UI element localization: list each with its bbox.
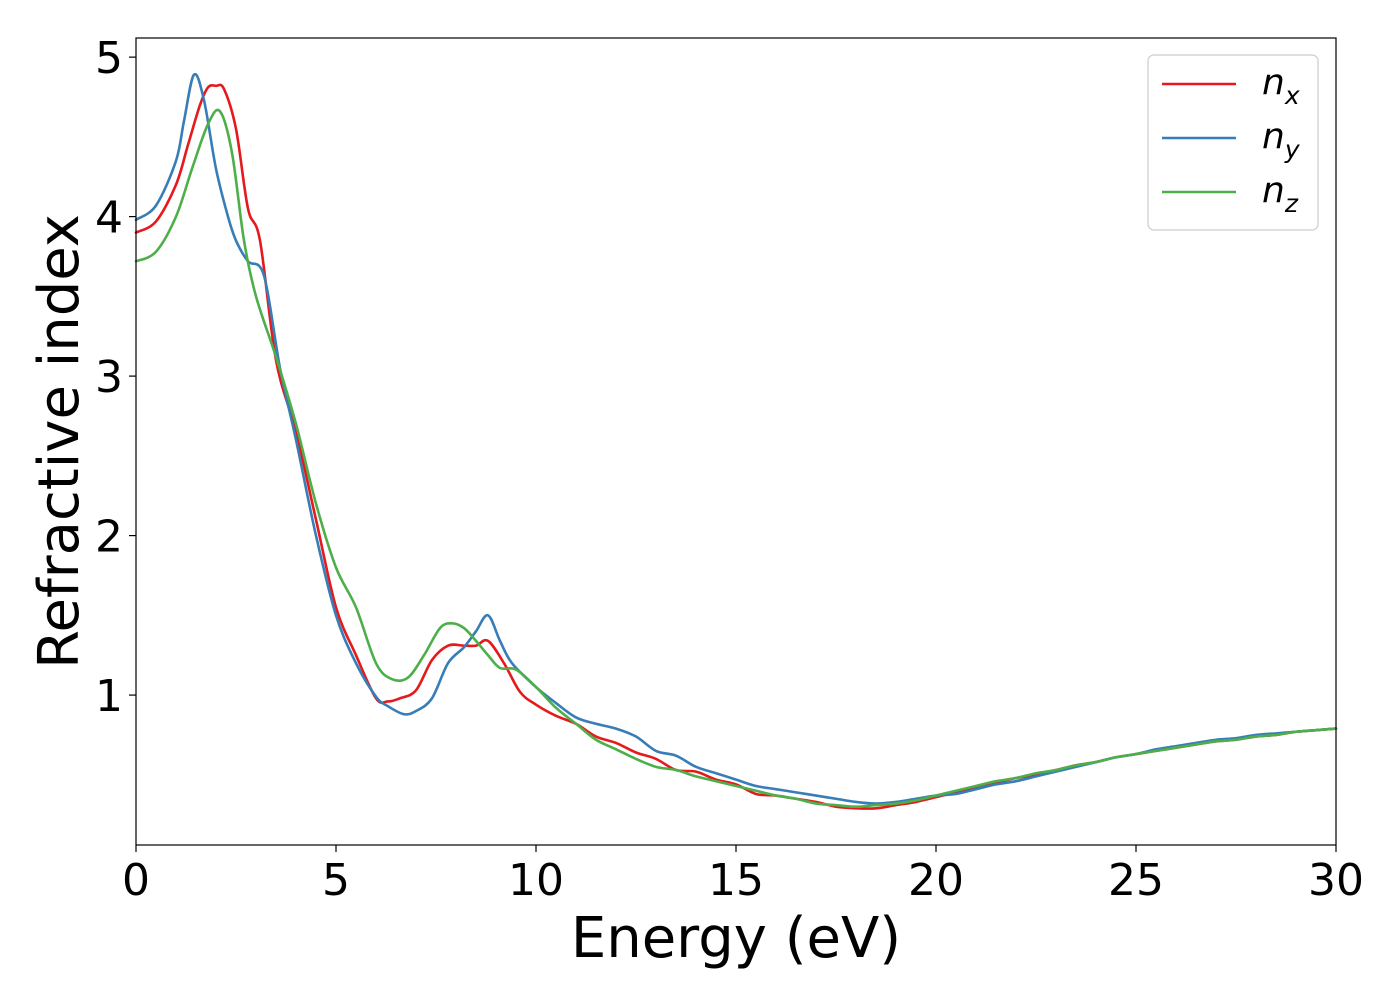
legend-label-nx: nx bbox=[1262, 62, 1300, 110]
legend-label-subscript: z bbox=[1284, 189, 1299, 218]
y-tick-label: 2 bbox=[95, 512, 123, 563]
y-tick-label: 4 bbox=[95, 193, 123, 244]
x-tick-label: 15 bbox=[708, 855, 764, 906]
ticks-layer: 0 5 10 15 20 25 30 1 2 3 4 5 bbox=[95, 33, 1364, 906]
y-axis-label: Refractive index bbox=[27, 214, 92, 669]
legend-box bbox=[1147, 54, 1319, 231]
x-tick-label: 10 bbox=[508, 855, 564, 906]
legend-label-name: n bbox=[1262, 170, 1285, 211]
legend-label-subscript: x bbox=[1284, 81, 1300, 110]
x-tick-label: 5 bbox=[322, 855, 350, 906]
x-axis-label: Energy (eV) bbox=[571, 906, 901, 971]
legend-label-name: n bbox=[1262, 62, 1285, 103]
legend-label-ny: ny bbox=[1262, 116, 1301, 164]
x-tick-label: 30 bbox=[1308, 855, 1364, 906]
legend-label-subscript: y bbox=[1284, 135, 1301, 164]
series-layer bbox=[134, 72, 1338, 810]
x-tick-label: 0 bbox=[122, 855, 150, 906]
y-tick-label: 1 bbox=[95, 671, 123, 722]
x-tick-label: 25 bbox=[1108, 855, 1164, 906]
y-tick-label: 5 bbox=[95, 33, 123, 84]
x-tick-label: 20 bbox=[908, 855, 964, 906]
legend-label-nz: nz bbox=[1262, 170, 1299, 218]
series-line-nz bbox=[134, 108, 1338, 809]
y-tick-label: 3 bbox=[95, 352, 123, 403]
legend-label-name: n bbox=[1262, 116, 1285, 157]
